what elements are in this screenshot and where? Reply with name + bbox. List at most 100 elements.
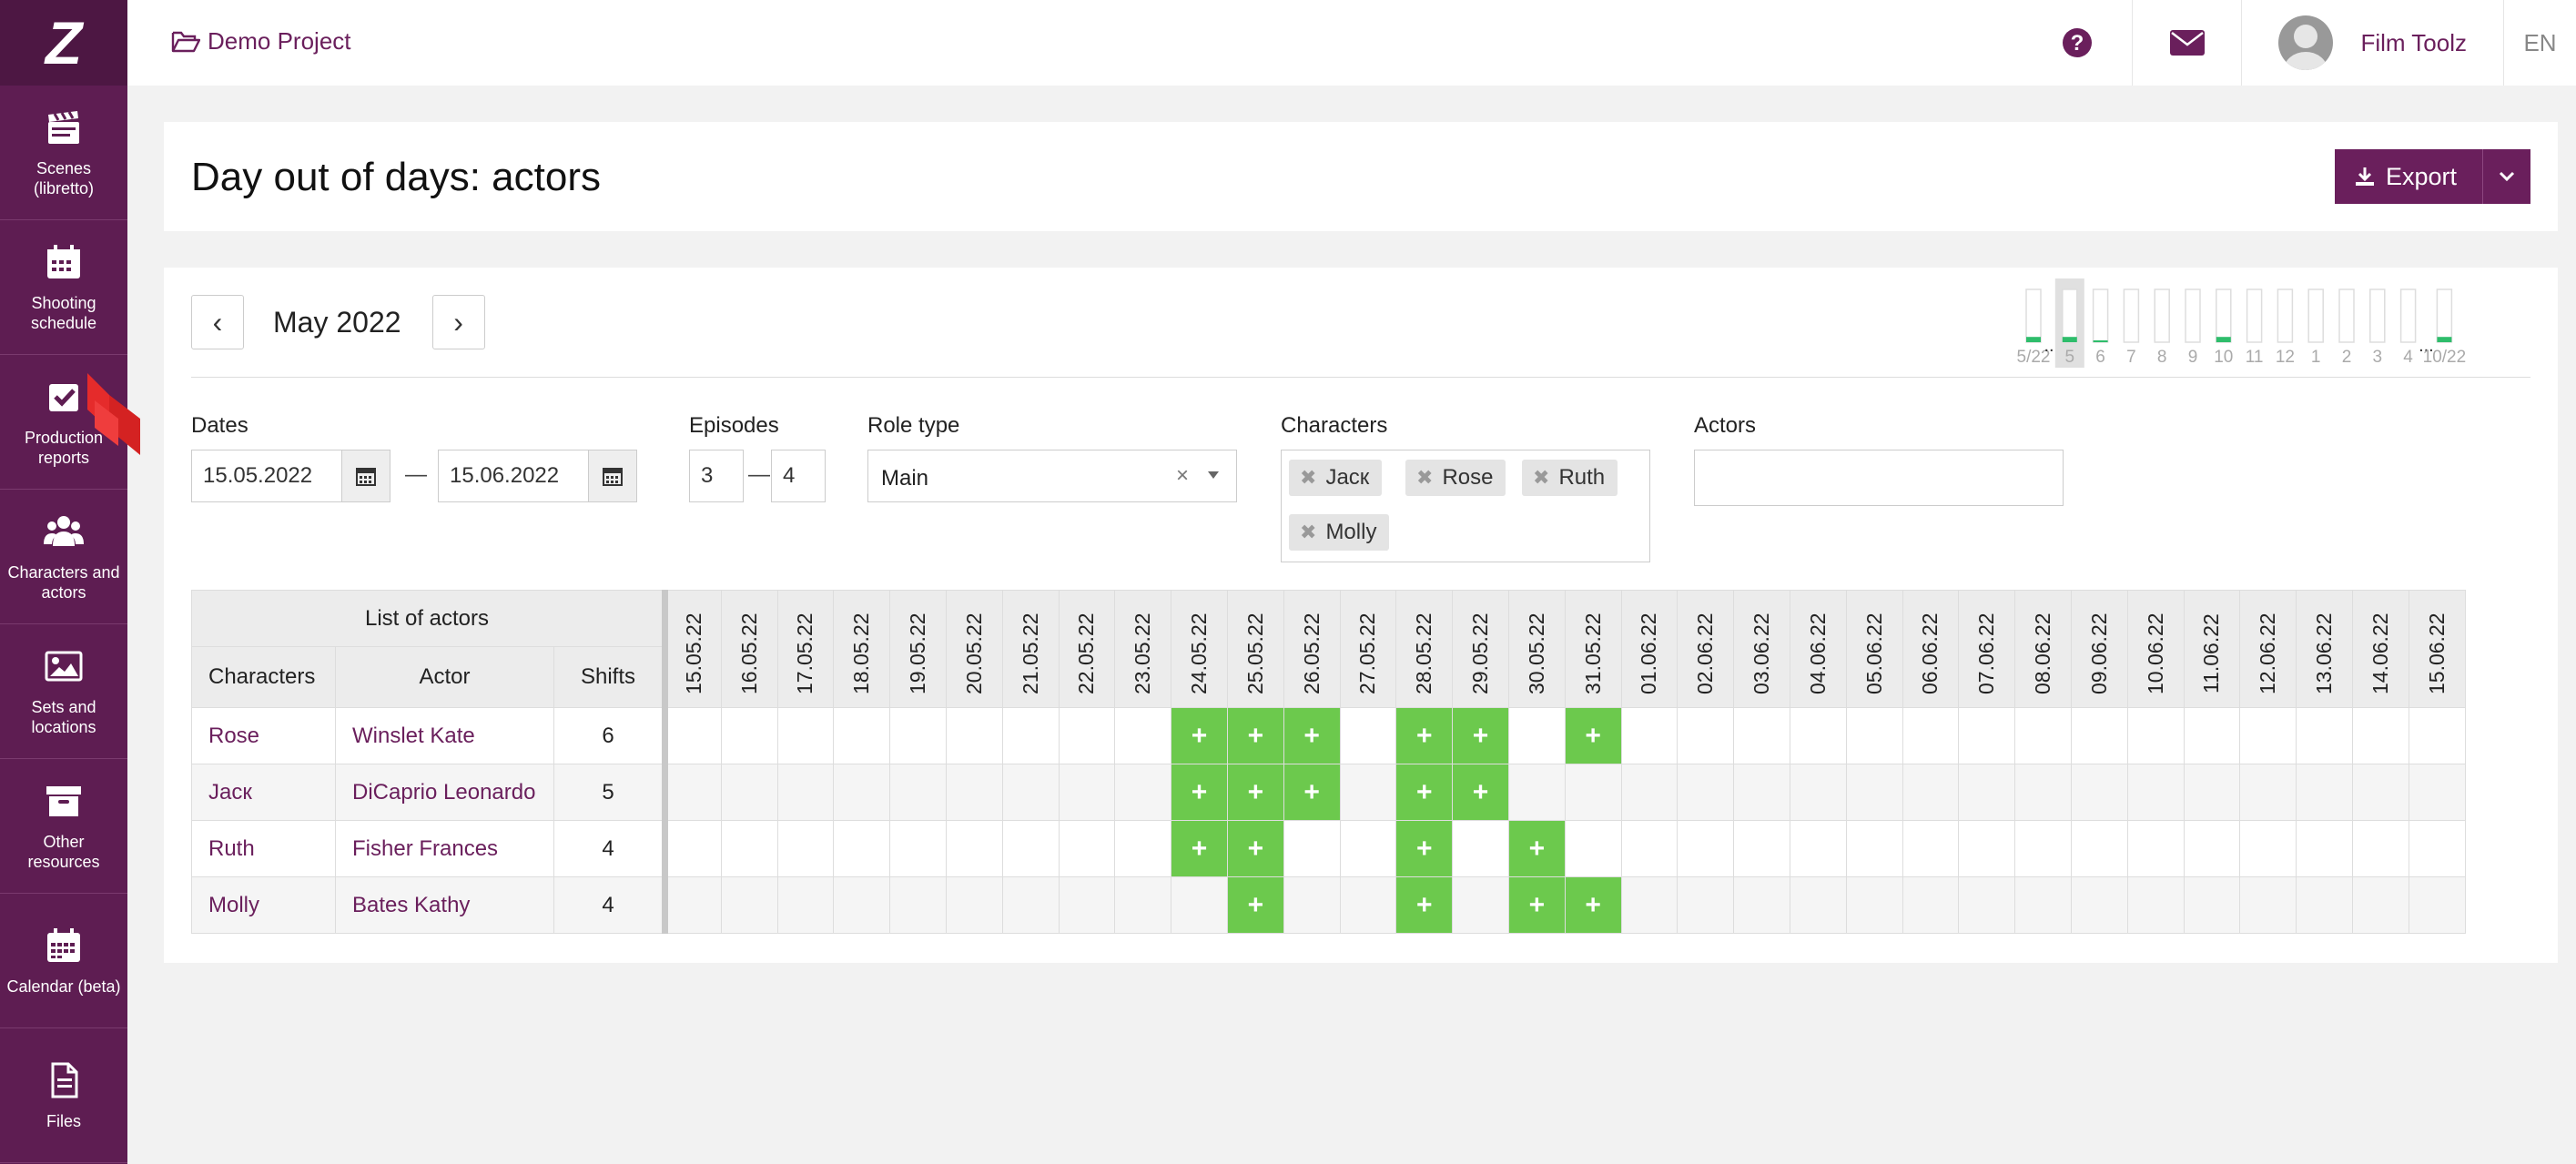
shooting-day-cell[interactable]: + (1564, 707, 1622, 764)
day-cell[interactable] (1789, 764, 1847, 821)
day-cell[interactable] (1283, 820, 1341, 877)
day-cell[interactable] (1339, 876, 1397, 934)
day-cell[interactable] (1114, 876, 1172, 934)
remove-tag-icon[interactable]: ✖ (1300, 466, 1317, 489)
actor-link[interactable]: DiCaprio Leonardo (335, 764, 554, 821)
month-bar-8[interactable]: 12 (2276, 288, 2295, 367)
project-link[interactable]: Demo Project (171, 27, 351, 56)
shooting-day-cell[interactable]: + (1171, 820, 1228, 877)
day-cell[interactable] (2070, 764, 2128, 821)
shooting-day-cell[interactable]: + (1226, 876, 1284, 934)
day-cell[interactable] (1058, 764, 1116, 821)
shooting-day-cell[interactable]: + (1507, 876, 1566, 934)
shooting-day-cell[interactable]: + (1507, 820, 1566, 877)
date-to-picker-button[interactable] (588, 450, 637, 502)
day-cell[interactable] (1677, 707, 1735, 764)
prev-month-button[interactable]: ‹ (191, 295, 244, 349)
day-cell[interactable] (1507, 707, 1566, 764)
day-cell[interactable] (2126, 876, 2185, 934)
day-cell[interactable] (2239, 876, 2297, 934)
day-cell[interactable] (1058, 876, 1116, 934)
day-cell[interactable] (1677, 820, 1735, 877)
remove-tag-icon[interactable]: ✖ (1300, 521, 1317, 543)
sidebar-item-production-reports[interactable]: Production reports (0, 355, 140, 490)
day-cell[interactable] (1845, 820, 1903, 877)
day-cell[interactable] (662, 820, 722, 877)
day-cell[interactable] (2183, 820, 2241, 877)
day-cell[interactable] (1001, 707, 1060, 764)
day-cell[interactable] (1339, 764, 1397, 821)
day-cell[interactable] (720, 764, 778, 821)
day-cell[interactable] (1958, 876, 2016, 934)
day-cell[interactable] (1114, 764, 1172, 821)
month-bar-1[interactable]: 5 (2054, 278, 2084, 368)
help-button[interactable]: ? (2023, 0, 2132, 86)
shooting-day-cell[interactable]: + (1226, 707, 1284, 764)
month-bar-12[interactable]: 4 (2399, 288, 2417, 367)
day-cell[interactable] (1789, 876, 1847, 934)
characters-multiselect[interactable]: ✖ Jacк ✖ Rose ✖ Ruth ✖ Molly (1281, 450, 1650, 562)
day-cell[interactable] (945, 820, 1003, 877)
day-cell[interactable] (1001, 764, 1060, 821)
day-cell[interactable] (945, 707, 1003, 764)
shooting-day-cell[interactable]: + (1395, 764, 1454, 821)
day-cell[interactable] (1789, 707, 1847, 764)
day-cell[interactable] (2296, 764, 2353, 821)
character-link[interactable]: Molly (191, 876, 336, 934)
day-cell[interactable] (1845, 707, 1903, 764)
day-cell[interactable] (2351, 820, 2409, 877)
month-bar-13[interactable]: 10/22 (2423, 288, 2467, 367)
month-bar-7[interactable]: 11 (2246, 288, 2264, 367)
sidebar-item-files[interactable]: Files (0, 1028, 127, 1163)
day-cell[interactable] (662, 876, 722, 934)
sidebar-item-characters-actors[interactable]: Characters and actors (0, 490, 127, 624)
day-cell[interactable] (1733, 707, 1790, 764)
day-cell[interactable] (2070, 820, 2128, 877)
month-bar-10[interactable]: 2 (2338, 288, 2355, 367)
day-cell[interactable] (662, 707, 722, 764)
day-cell[interactable] (2408, 876, 2466, 934)
day-cell[interactable] (1733, 820, 1790, 877)
sidebar-item-other-resources[interactable]: Other resources (0, 759, 127, 894)
user-menu[interactable]: Film Toolz (2241, 0, 2503, 86)
day-cell[interactable] (776, 876, 835, 934)
day-cell[interactable] (2408, 707, 2466, 764)
shooting-day-cell[interactable]: + (1452, 764, 1509, 821)
day-cell[interactable] (1283, 876, 1341, 934)
day-cell[interactable] (1452, 876, 1509, 934)
day-cell[interactable] (1845, 764, 1903, 821)
day-cell[interactable] (1114, 820, 1172, 877)
day-cell[interactable] (776, 764, 835, 821)
character-tag-ruth[interactable]: ✖ Ruth (1522, 460, 1618, 496)
month-overview-strip[interactable]: 5/22...5 6 7 8 9 10 11 12 1 2 3 4...10/22 (2012, 278, 2549, 369)
day-cell[interactable] (1171, 876, 1228, 934)
month-bar-5[interactable]: 9 (2185, 288, 2201, 367)
day-cell[interactable] (2296, 876, 2353, 934)
day-cell[interactable] (1958, 707, 2016, 764)
date-to-input[interactable]: 15.06.2022 (438, 450, 589, 502)
role-type-select[interactable]: Main × (867, 450, 1237, 502)
shooting-day-cell[interactable]: + (1452, 707, 1509, 764)
day-cell[interactable] (1058, 820, 1116, 877)
episode-from-input[interactable]: 3 (689, 450, 744, 502)
day-cell[interactable] (2014, 876, 2072, 934)
clear-icon[interactable]: × (1175, 463, 1189, 488)
shooting-day-cell[interactable]: + (1171, 764, 1228, 821)
day-cell[interactable] (2070, 707, 2128, 764)
character-link[interactable]: Ruth (191, 820, 336, 877)
sidebar-item-calendar[interactable]: Calendar (beta) (0, 894, 127, 1028)
sidebar-item-scenes[interactable]: Scenes (libretto) (0, 86, 127, 220)
actor-link[interactable]: Bates Kathy (335, 876, 554, 934)
shooting-day-cell[interactable]: + (1283, 764, 1341, 821)
day-cell[interactable] (2351, 876, 2409, 934)
shooting-day-cell[interactable]: + (1226, 764, 1284, 821)
day-cell[interactable] (1620, 764, 1678, 821)
day-cell[interactable] (889, 876, 947, 934)
actors-input[interactable] (1694, 450, 2064, 506)
shooting-day-cell[interactable]: + (1283, 707, 1341, 764)
day-cell[interactable] (720, 820, 778, 877)
day-cell[interactable] (1001, 820, 1060, 877)
sidebar-item-shooting-schedule[interactable]: Shooting schedule (0, 220, 127, 355)
episode-to-input[interactable]: 4 (771, 450, 826, 502)
day-cell[interactable] (2296, 707, 2353, 764)
